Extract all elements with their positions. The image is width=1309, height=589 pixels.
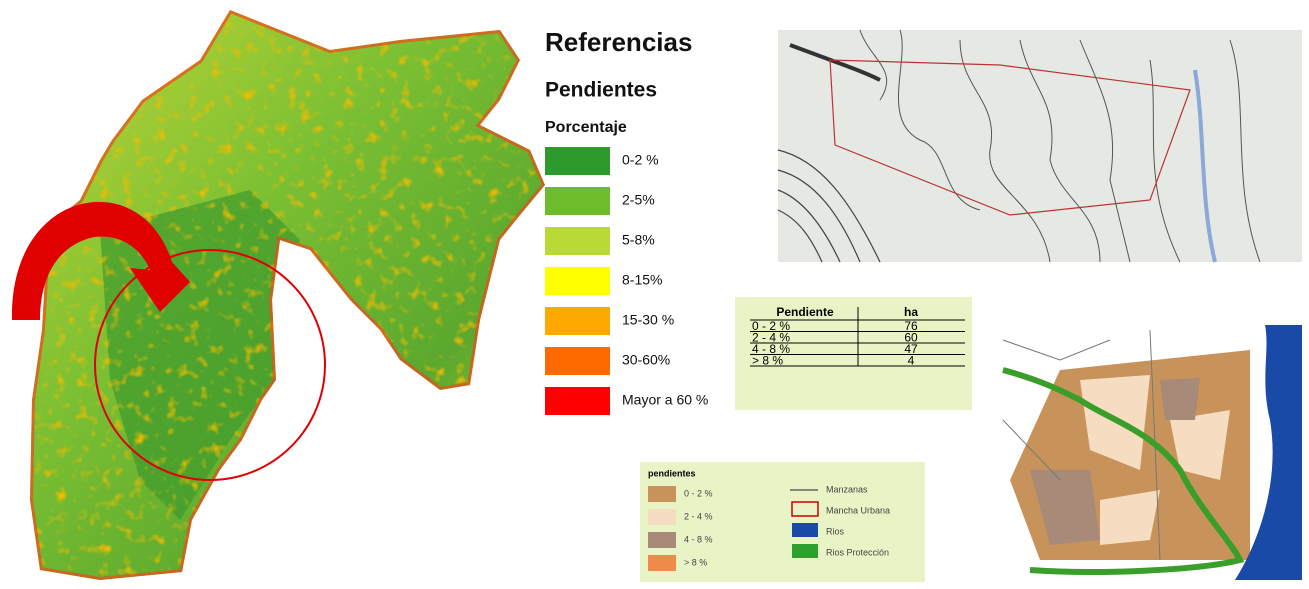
table-cell: 60	[904, 330, 918, 344]
layer-label: Rios	[826, 526, 845, 536]
table-header: ha	[904, 305, 918, 319]
table-cell: 76	[904, 319, 918, 333]
legend-swatch	[545, 147, 610, 175]
small-legend: pendientes 0 - 2 % 2 - 4 % 4 - 8 % > 8 % Manz…	[648, 468, 890, 571]
small-legend-label: > 8 %	[684, 557, 707, 567]
highlight-circle	[94, 249, 326, 481]
legend-label: Mayor a 60 %	[622, 392, 708, 408]
legend-swatch	[545, 307, 610, 335]
legend-unit: Porcentaje	[545, 119, 627, 136]
legend-swatch	[545, 227, 610, 255]
small-legend-swatch	[648, 509, 676, 525]
legend-label: 5-8%	[622, 232, 655, 248]
table-cell: 4 - 8 %	[752, 342, 790, 356]
table-header: Pendiente	[776, 305, 834, 319]
slope-table: Pendiente ha 0 - 2 % 76 2 - 4 % 60 4 - 8 % 47 > …	[750, 305, 965, 367]
small-legend-label: 4 - 8 %	[684, 534, 713, 544]
small-legend-swatch	[648, 555, 676, 571]
small-legend-swatch	[648, 486, 676, 502]
layer-label: Mancha Urbana	[826, 505, 890, 515]
legend-subtitle: Pendientes	[545, 79, 657, 102]
layer-label: Manzanas	[826, 484, 868, 494]
table-cell: 2 - 4 %	[752, 330, 790, 344]
table-cell: 4	[908, 353, 915, 367]
legend-label: 15-30 %	[622, 312, 674, 328]
small-legend-swatch	[648, 532, 676, 548]
layer-symbols	[790, 489, 819, 558]
legend-title: Referencias	[545, 27, 692, 57]
table-cell: 0 - 2 %	[752, 319, 790, 333]
legend-label: 30-60%	[622, 352, 670, 368]
legend-label: 2-5%	[622, 192, 655, 208]
legend: 0-2 % 2-5% 5-8% 8-15% 15-30 % 30-60% Mayor a 6…	[545, 147, 708, 415]
table-bg	[735, 297, 972, 410]
legend-label: 8-15%	[622, 272, 662, 288]
small-legend-bg	[640, 462, 925, 582]
arrow	[11, 201, 190, 320]
layer-label: Rios Protección	[826, 547, 889, 557]
small-legend-label: 0 - 2 %	[684, 488, 713, 498]
small-legend-label: 2 - 4 %	[684, 511, 713, 521]
legend-label: 0-2 %	[622, 152, 659, 168]
contour-map	[777, 29, 1302, 263]
table-cell: 47	[904, 342, 918, 356]
slope-map	[30, 10, 545, 580]
legend-swatch	[545, 187, 610, 215]
legend-swatch	[545, 347, 610, 375]
legend-swatch	[545, 387, 610, 415]
table-cell: > 8 %	[752, 353, 783, 367]
legend-swatch	[545, 267, 610, 295]
small-legend-title: pendientes	[648, 468, 696, 478]
urban-map	[1002, 325, 1302, 580]
